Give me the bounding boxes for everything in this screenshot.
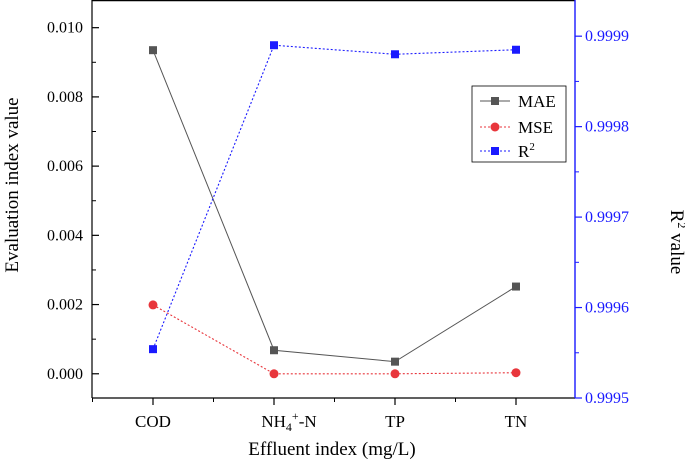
legend-marker-mse [490, 122, 500, 132]
right-tick-label: 0.9996 [585, 300, 629, 317]
data-point-mae [512, 282, 520, 291]
legend-label-r2: R2 [518, 141, 535, 161]
data-point-mse [148, 300, 158, 310]
left-tick-label: 0.010 [47, 20, 83, 37]
data-point-r2 [391, 50, 399, 59]
y-axis-title: Evaluation index value [2, 97, 23, 272]
y2-axis-title-base: R [666, 210, 685, 223]
right-tick-label: 0.9999 [585, 28, 629, 45]
data-point-mse [269, 369, 279, 379]
series-layer [148, 41, 521, 379]
data-point-mse [511, 368, 521, 378]
data-point-mae [270, 346, 278, 355]
data-point-r2 [270, 41, 278, 50]
legend-label-r2-base: R [518, 142, 530, 161]
legend-box [471, 85, 567, 163]
left-tick-label: 0.002 [47, 297, 83, 314]
x-tick-label-nh4: NH4+-N [261, 409, 316, 434]
legend-marker-mae [491, 97, 499, 105]
right-tick-label: 0.9998 [585, 119, 629, 136]
x-tick-label-nh4-base: NH [261, 412, 286, 431]
x-tick-label-nh4-suffix: -N [299, 412, 317, 431]
left-tick-label: 0.004 [47, 227, 83, 244]
x-tick-label-tn: TN [505, 412, 528, 431]
legend-label-r2-sup: 2 [529, 141, 535, 153]
legend-label-mae: MAE [518, 92, 556, 111]
legend-marker-r2 [491, 147, 499, 155]
right-axis-ticks: 0.9995 0.9996 0.9997 0.9998 0.9999 [575, 28, 629, 407]
series-line-mse [152, 304, 517, 375]
right-tick-label: 0.9997 [585, 209, 629, 226]
series-line-mae [152, 49, 517, 363]
y2-axis-title-suffix: value [666, 228, 685, 274]
x-axis-title: Effluent index (mg/L) [248, 439, 415, 460]
data-point-r2 [149, 345, 157, 354]
legend: MAE MSE R2 [471, 85, 567, 163]
x-tick-label-nh4-sub: 4 [286, 420, 292, 434]
y2-axis-title: R2 value [666, 210, 685, 275]
left-tick-label: 0.008 [47, 89, 83, 106]
data-point-r2 [512, 45, 520, 54]
data-point-mae [391, 357, 399, 366]
x-tick-labels: COD NH4+-N TP TN [135, 409, 527, 434]
left-tick-label: 0.006 [47, 158, 83, 175]
plot-frame [91, 0, 576, 399]
y2-axis-title-sup: 2 [675, 222, 685, 228]
x-tick-label-cod: COD [135, 412, 171, 431]
data-point-mse [390, 369, 400, 379]
right-tick-label: 0.9995 [585, 390, 629, 407]
legend-label-mse: MSE [518, 118, 553, 137]
series-line-r2 [152, 44, 517, 350]
x-axis-ticks [92, 398, 517, 405]
left-axis-ticks: 0.000 0.002 0.004 0.006 0.008 0.010 [47, 20, 99, 383]
left-tick-label: 0.000 [47, 366, 83, 383]
x-tick-label-nh4-sup: + [292, 409, 299, 423]
data-point-mae [149, 46, 157, 55]
x-tick-label-tp: TP [385, 412, 405, 431]
